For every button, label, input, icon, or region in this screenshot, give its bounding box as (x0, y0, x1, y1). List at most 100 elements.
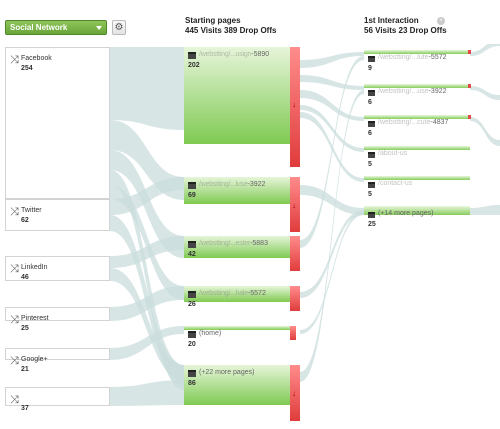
flow-ribbon[interactable] (110, 326, 184, 360)
flow-ribbon[interactable] (110, 150, 184, 258)
toolbar: Social Network ⚙ Starting pages 445 Visi… (0, 0, 500, 44)
drop-off-bar[interactable] (290, 177, 300, 232)
first-interaction-title: 1st Interaction (364, 16, 419, 25)
source-node-other[interactable]: ⤨ 37 (5, 387, 110, 412)
interaction-page-node[interactable]: /webstting/...lute-5572 9 (364, 50, 471, 75)
flow-ribbon[interactable] (110, 286, 184, 321)
page-url: /webstting/...ester-5883 (199, 240, 268, 247)
flow-ribbon[interactable] (300, 52, 364, 68)
flow-ribbon[interactable] (110, 170, 184, 390)
interaction-page-node[interactable]: /about-us 5 (364, 146, 470, 171)
interaction-page-node[interactable]: /contact-us 5 (364, 176, 470, 201)
source-node-facebook[interactable]: ⤨ Facebook 254 (5, 47, 110, 199)
flow-ribbon[interactable] (470, 86, 500, 100)
arrow-split-icon: ⤨ (10, 263, 19, 275)
page-url: /webstting/...usign-5890 (199, 51, 270, 58)
flow-ribbon[interactable] (300, 112, 364, 182)
dimension-select[interactable]: Social Network (5, 20, 107, 35)
flow-ribbon[interactable] (110, 177, 184, 215)
page-icon (368, 90, 375, 96)
drop-off-bar[interactable] (468, 115, 471, 119)
drop-off-bar[interactable] (468, 84, 471, 88)
page-visits: 6 (368, 130, 372, 137)
interaction-page-node[interactable]: /webstting/...use-3922 6 (364, 84, 471, 109)
node-bar (184, 286, 290, 302)
flow-ribbon[interactable] (110, 47, 184, 130)
flow-ribbon[interactable] (300, 90, 364, 382)
page-visits: 25 (368, 221, 376, 228)
source-label: LinkedIn (21, 264, 48, 271)
drop-off-bar[interactable] (290, 47, 300, 167)
source-node-googleplus[interactable]: ⤨ Google+ 21 (5, 348, 110, 373)
page-url: /webstting/...luse-3922 (199, 181, 266, 188)
flow-ribbon[interactable] (470, 205, 500, 215)
page-url: /contact-us (378, 180, 413, 187)
dimension-select-label: Social Network (10, 23, 68, 32)
close-icon[interactable]: × (437, 17, 445, 25)
settings-button[interactable]: ⚙ (112, 20, 126, 35)
flow-ribbon[interactable] (470, 40, 500, 56)
flow-ribbon[interactable] (110, 380, 184, 406)
page-icon (188, 182, 196, 189)
interaction-page-node[interactable]: (+14 more pages) 25 (364, 206, 470, 231)
arrow-split-icon: ⤨ (10, 355, 19, 367)
node-bar (364, 206, 470, 215)
page-icon (368, 152, 375, 158)
starting-page-node[interactable]: ↓ /webstting/...luse-3922 69 (184, 177, 300, 232)
page-url: /webstting/...lute-5572 (378, 54, 447, 61)
starting-page-node[interactable]: ↓ (+22 more pages) 86 (184, 365, 300, 421)
page-icon (368, 212, 375, 218)
source-node-twitter[interactable]: ⤨ Twitter 62 (5, 199, 110, 231)
flow-ribbon[interactable] (300, 105, 364, 152)
flow-ribbon[interactable] (300, 212, 364, 334)
drop-off-bar[interactable] (290, 326, 296, 340)
starting-page-node[interactable]: ↓ /webstting/...usign-5890 202 (184, 47, 300, 167)
page-url: /webstting/...use-3922 (378, 88, 447, 95)
flow-ribbon[interactable] (300, 75, 364, 90)
starting-page-node[interactable]: /webstting/...ester-5883 42 (184, 236, 300, 271)
node-bar (364, 50, 470, 54)
starting-pages-title: Starting pages (185, 16, 241, 25)
source-node-linkedin[interactable]: ⤨ LinkedIn 46 (5, 256, 110, 281)
flow-ribbon[interactable] (300, 56, 364, 248)
drop-off-bar[interactable] (290, 365, 300, 421)
node-bar (364, 146, 470, 150)
source-count: 62 (21, 217, 29, 224)
flow-ribbon[interactable] (300, 210, 364, 298)
drop-off-bar[interactable] (290, 236, 300, 271)
drop-off-arrow-icon: ↓ (292, 200, 296, 210)
page-icon (188, 52, 196, 59)
first-interaction-subtitle: 56 Visits 23 Drop Offs (364, 26, 447, 35)
starting-page-node[interactable]: (home) 20 (184, 326, 300, 351)
flow-ribbon[interactable] (300, 185, 364, 215)
page-url: /webstting/...cute-4837 (378, 119, 449, 126)
flow-ribbon[interactable] (110, 185, 184, 300)
arrow-split-icon: ⤨ (10, 54, 19, 66)
node-bar (184, 326, 290, 330)
page-icon (188, 331, 196, 338)
page-url: /webstting/...hale-5572 (199, 290, 266, 297)
starting-page-node[interactable]: /webstting/...hale-5572 26 (184, 286, 300, 311)
starting-pages-header: Starting pages 445 Visits 389 Drop Offs (185, 16, 276, 36)
source-count: 254 (21, 65, 33, 72)
source-node-pinterest[interactable]: ⤨ Pinterest 25 (5, 307, 110, 332)
interaction-page-node[interactable]: /webstting/...cute-4837 6 (364, 115, 471, 140)
flow-ribbon[interactable] (110, 236, 184, 268)
page-visits: 5 (368, 161, 372, 168)
drop-off-arrow-icon: ↓ (292, 389, 296, 399)
first-interaction-header: 1st Interaction 56 Visits 23 Drop Offs (364, 16, 447, 36)
page-url: (+14 more pages) (378, 210, 434, 217)
page-icon (368, 56, 375, 62)
source-count: 25 (21, 325, 29, 332)
source-label: Facebook (21, 55, 52, 62)
page-url: (+22 more pages) (199, 369, 255, 376)
drop-off-bar[interactable] (468, 50, 471, 54)
flow-ribbon[interactable] (300, 90, 364, 121)
flow-ribbon[interactable] (110, 268, 184, 380)
drop-off-bar[interactable] (290, 286, 300, 311)
gear-icon: ⚙ (114, 22, 124, 33)
flow-ribbon[interactable] (470, 117, 500, 146)
node-bar (184, 47, 290, 144)
page-visits: 20 (188, 341, 196, 348)
